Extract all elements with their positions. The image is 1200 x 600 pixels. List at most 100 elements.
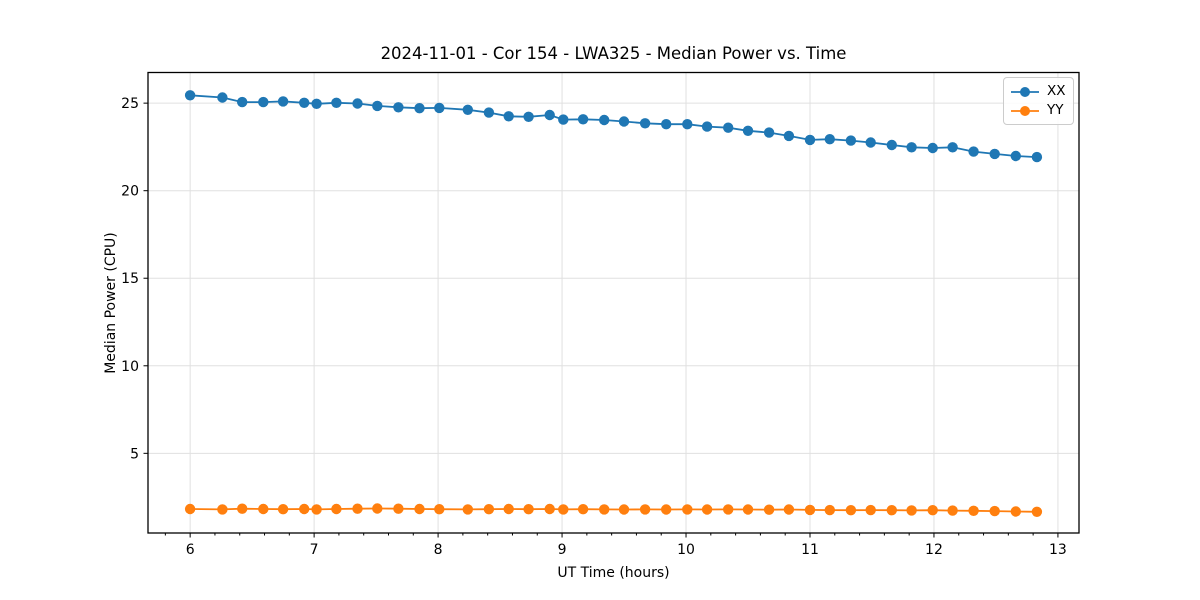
series-YY-point <box>299 503 310 515</box>
series-XX-point <box>701 121 713 132</box>
series-YY-point <box>618 504 630 515</box>
x-tick-label: 11 <box>801 542 819 558</box>
series-XX-point <box>804 134 816 146</box>
series-YY-point <box>258 503 269 515</box>
series-XX-point <box>311 98 322 110</box>
series-YY-point <box>742 504 754 515</box>
series-XX-point <box>886 139 897 151</box>
x-tick-label: 10 <box>677 542 695 558</box>
series-XX-point <box>258 96 269 108</box>
series-XX-point <box>523 111 534 123</box>
series-YY-point <box>523 504 534 515</box>
legend-label-yy: YY <box>1047 101 1064 118</box>
x-tick-label: 13 <box>1049 542 1067 558</box>
series-YY-point <box>763 504 775 515</box>
series-YY-point <box>311 504 322 515</box>
series-YY-point <box>558 504 569 515</box>
series-XX-point <box>462 104 473 116</box>
x-tick-label: 12 <box>925 542 943 558</box>
legend: XX YY <box>1003 77 1074 125</box>
series-YY-point <box>783 504 795 515</box>
series-YY-point <box>723 504 734 515</box>
series-YY-point <box>393 503 404 514</box>
series-YY-point <box>434 504 445 515</box>
series-XX-point <box>217 92 228 103</box>
series-XX-point <box>682 119 693 130</box>
series-YY-point <box>544 503 555 515</box>
series-XX-point <box>906 142 917 153</box>
series-YY-point <box>639 504 651 515</box>
series-YY-point <box>927 505 938 516</box>
series-XX-point <box>618 116 630 127</box>
series-YY-point <box>599 504 610 515</box>
series-XX-point <box>947 142 958 153</box>
series-YY-point <box>701 504 713 515</box>
series-XX-point <box>824 134 835 145</box>
series-YY-point <box>483 504 495 515</box>
series-YY-point <box>824 504 835 516</box>
y-axis-label: Median Power (CPU) <box>103 232 119 374</box>
series-YY-point <box>372 503 383 514</box>
series-XX-point <box>968 146 979 157</box>
legend-row-xx: XX <box>1010 82 1066 101</box>
series-YY-point <box>331 503 342 515</box>
series-XX-point <box>763 127 775 138</box>
series-YY-point <box>804 504 816 516</box>
series-XX-point <box>483 107 495 118</box>
series-YY-point <box>886 505 897 516</box>
series-XX-point <box>639 118 651 129</box>
series-XX-point <box>331 97 342 109</box>
y-tick-label: 5 <box>130 446 139 462</box>
legend-row-yy: YY <box>1010 101 1065 120</box>
series-XX-point <box>989 148 1000 160</box>
series-YY-point <box>661 504 672 515</box>
series-YY-point <box>577 504 589 515</box>
series-XX-point <box>393 102 404 113</box>
series-XX-point <box>1010 150 1021 162</box>
series-YY-point <box>947 505 958 516</box>
series-XX-point <box>237 96 248 108</box>
series-XX-point <box>277 96 289 107</box>
series-XX-point <box>723 122 734 133</box>
x-tick-label: 8 <box>434 542 443 558</box>
series-XX-point <box>184 90 196 101</box>
series-XX-point <box>742 125 754 136</box>
series-YY-point <box>352 503 363 514</box>
series-YY-point <box>277 504 289 515</box>
series-YY-point <box>865 504 876 516</box>
y-tick-label: 25 <box>121 96 139 112</box>
plot-border <box>147 71 1080 534</box>
series-YY-point <box>217 504 228 515</box>
series-YY-point <box>414 503 425 515</box>
series-XX-point <box>1031 151 1043 163</box>
yy-line-marker-icon <box>1011 105 1039 116</box>
series-YY-point <box>184 503 196 515</box>
series-XX-point <box>783 130 795 142</box>
series-XX-point <box>434 102 445 114</box>
series-YY-point <box>989 505 1000 517</box>
y-tick-label: 20 <box>121 184 139 200</box>
series-YY-point <box>503 503 514 515</box>
legend-label-xx: XX <box>1047 82 1066 99</box>
series-YY-point <box>1010 506 1021 517</box>
series-XX-point <box>414 103 425 114</box>
series-XX-point <box>352 98 363 109</box>
series-XX-point <box>845 135 857 146</box>
series-XX-point <box>599 114 610 126</box>
x-axis-label: UT Time (hours) <box>557 565 670 581</box>
series-YY-point <box>906 505 917 516</box>
x-tick-label: 9 <box>558 542 567 558</box>
series-XX-point <box>577 114 589 125</box>
series-YY-point <box>462 504 473 515</box>
series-XX-point <box>299 97 310 109</box>
series-XX-point <box>927 142 938 154</box>
x-tick-label: 6 <box>186 542 195 558</box>
chart-title: 2024-11-01 - Cor 154 - LWA325 - Median P… <box>380 44 847 63</box>
y-tick-label: 10 <box>121 359 139 375</box>
series-YY-point <box>845 505 857 516</box>
series-XX-point <box>661 119 672 130</box>
series-XX-point <box>503 111 514 122</box>
series-XX-point <box>372 100 383 112</box>
series-XX-point <box>544 109 555 121</box>
